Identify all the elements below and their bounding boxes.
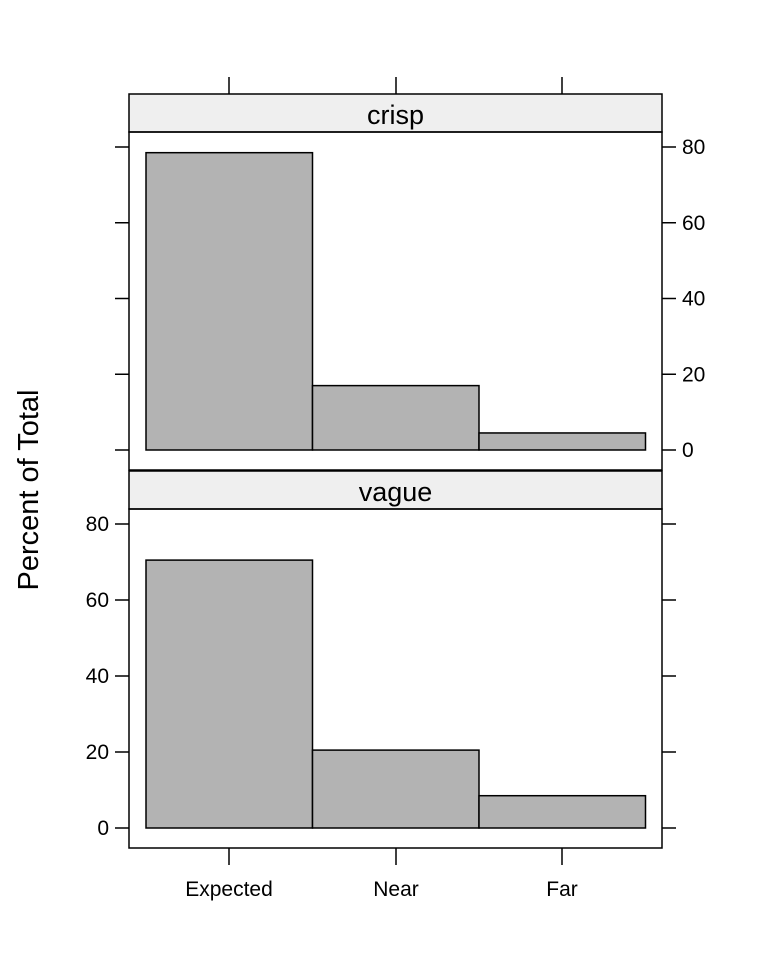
panels-group: crisp 0 20 40 60 80 vague 0 20 40 60 80 Expected Near…	[86, 77, 705, 901]
panel-strip-crisp	[128, 93, 663, 133]
y-tick-label: 80	[86, 513, 109, 536]
y-axis-label: Percent of Total	[13, 390, 45, 591]
bar-crisp-near	[311, 384, 480, 451]
panel-frame-crisp	[128, 131, 663, 471]
y-tick-label: 20	[682, 363, 705, 386]
panel-strip-vague	[128, 470, 663, 510]
y-tick-label: 80	[682, 136, 705, 159]
y-tick-label: 40	[86, 665, 109, 688]
bar-vague-expected	[145, 559, 314, 829]
y-tick-label: 0	[682, 439, 694, 462]
bar-vague-far	[478, 794, 647, 829]
y-tick-label: 40	[682, 288, 705, 311]
bar-crisp-expected	[145, 151, 314, 451]
x-tick-label-expected: Expected	[185, 878, 273, 901]
y-tick-label: 60	[86, 589, 109, 612]
y-tick-label: 60	[682, 212, 705, 235]
y-tick-label: 20	[86, 741, 109, 764]
x-tick-label-near: Near	[373, 878, 419, 901]
panel-strip-label: vague	[359, 477, 433, 507]
y-tick-label: 0	[97, 817, 109, 840]
x-tick-label-far: Far	[546, 878, 578, 901]
bar-crisp-far	[478, 432, 647, 451]
bar-vague-near	[311, 749, 480, 829]
panel-strip-label: crisp	[367, 100, 424, 130]
